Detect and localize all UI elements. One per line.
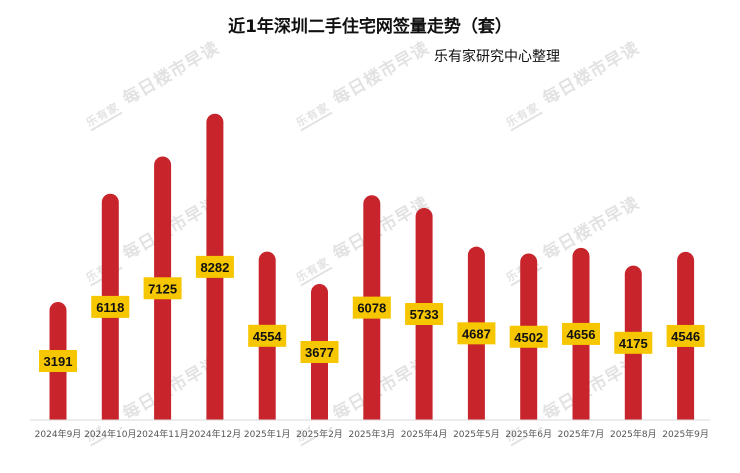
data-label: 6078 xyxy=(352,296,391,319)
bar-base-mask xyxy=(257,420,277,437)
bar-series xyxy=(48,113,696,437)
x-tick-label: 2025年2月 xyxy=(296,428,343,440)
chart-subtitle: 乐有家研究中心整理 xyxy=(434,49,560,65)
data-label-value: 6118 xyxy=(96,300,124,315)
bar-base-mask xyxy=(623,420,643,437)
x-tick-label: 2025年9月 xyxy=(662,428,709,440)
x-tick-label: 2024年12月 xyxy=(189,428,241,440)
data-label-value: 4175 xyxy=(619,336,648,351)
x-tick-label: 2024年9月 xyxy=(35,428,82,440)
data-label-background xyxy=(666,324,705,347)
data-label-value: 4554 xyxy=(253,329,283,344)
data-label: 5733 xyxy=(405,303,444,326)
bar-base-mask xyxy=(414,420,434,437)
x-axis-labels: 2024年9月 2024年10月 2024年11月 2024年12月 2025年1月 20… xyxy=(35,428,709,440)
data-label-background xyxy=(248,324,287,347)
data-label-background xyxy=(457,322,496,345)
data-label-background xyxy=(614,331,653,354)
data-label-background xyxy=(91,295,130,318)
x-tick-label: 2025年4月 xyxy=(401,428,448,440)
bar-base-mask xyxy=(362,420,382,437)
bar-base-mask xyxy=(48,420,68,437)
data-label-background xyxy=(143,277,182,300)
x-tick-label: 2025年5月 xyxy=(453,428,500,440)
data-label: 4687 xyxy=(457,322,496,345)
data-label: 6118 xyxy=(91,295,130,318)
data-label-background xyxy=(405,303,444,326)
data-label-value: 8282 xyxy=(200,260,229,275)
data-label: 4502 xyxy=(509,325,548,348)
bar-base-mask xyxy=(519,420,539,437)
data-label-value: 4546 xyxy=(671,329,700,344)
x-tick-label: 2025年6月 xyxy=(505,428,552,440)
bar-base-mask xyxy=(310,420,329,437)
data-label-value: 4656 xyxy=(567,327,596,342)
data-label-background xyxy=(39,350,77,373)
bar-base-mask xyxy=(571,420,591,437)
data-label-value: 5733 xyxy=(410,307,439,322)
bar-base-mask xyxy=(466,420,486,437)
data-label-background xyxy=(509,325,548,348)
data-label-value: 4687 xyxy=(462,326,491,341)
data-label: 4554 xyxy=(248,324,287,347)
data-label: 7125 xyxy=(143,277,182,300)
bar-base-mask xyxy=(153,420,173,437)
data-label-background xyxy=(300,341,339,364)
data-label-value: 3191 xyxy=(44,354,73,369)
data-label-background xyxy=(352,296,391,319)
data-label-value: 6078 xyxy=(357,301,386,316)
data-label-value: 7125 xyxy=(148,281,177,296)
data-label-value: 3677 xyxy=(305,345,334,360)
data-labels: 3191 6118 7125 8282 4554 3677 6078 5733 4687 4502… xyxy=(39,255,705,373)
x-tick-label: 2024年10月 xyxy=(84,428,136,440)
x-tick-label: 2025年7月 xyxy=(558,428,605,440)
data-label: 8282 xyxy=(195,255,234,278)
x-tick-label: 2024年11月 xyxy=(136,428,188,440)
data-label: 3191 xyxy=(39,350,77,373)
data-label: 4546 xyxy=(666,324,705,347)
data-label: 3677 xyxy=(300,341,339,364)
data-label: 4175 xyxy=(614,331,653,354)
x-tick-label: 2025年8月 xyxy=(610,428,657,440)
data-label-background xyxy=(195,255,234,278)
x-tick-label: 2025年3月 xyxy=(348,428,395,440)
data-label: 4656 xyxy=(562,322,600,345)
bar-base-mask xyxy=(205,420,225,437)
bar-base-mask xyxy=(100,420,120,437)
bar-base-mask xyxy=(676,420,696,437)
data-label-value: 4502 xyxy=(514,330,543,345)
data-label-background xyxy=(562,322,600,345)
chart-title: 近1年深圳二手住宅网签量走势（套） xyxy=(228,17,512,37)
x-tick-label: 2025年1月 xyxy=(244,428,291,440)
